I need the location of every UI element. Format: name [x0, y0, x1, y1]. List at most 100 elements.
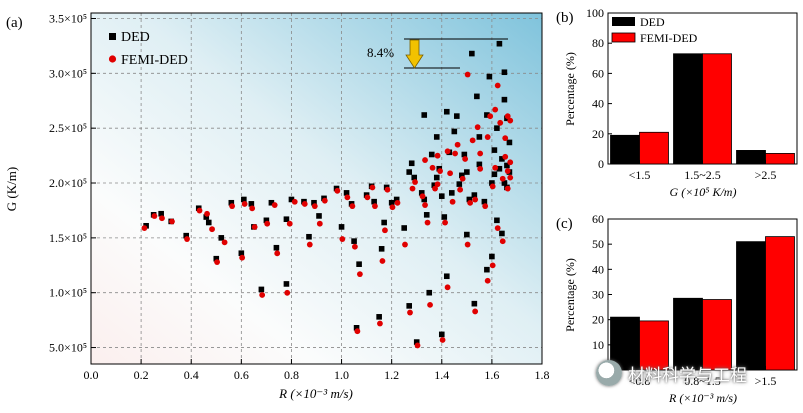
- y-tick-label-b: 0: [598, 157, 604, 171]
- data-point-femi-ded: [422, 157, 428, 163]
- legend: DED FEMI-DED: [108, 30, 188, 68]
- data-point-femi-ded: [344, 194, 351, 201]
- data-point-femi-ded: [447, 170, 453, 177]
- data-point-femi-ded: [369, 184, 376, 191]
- data-point-femi-ded: [507, 117, 514, 124]
- data-point-femi-ded: [499, 175, 506, 182]
- data-point-femi-ded: [209, 226, 215, 233]
- data-point-ded: [499, 156, 505, 162]
- panel-c: 0102030405060 <0.80.8~1.5>1.5 (c) Percen…: [556, 212, 798, 405]
- data-point-femi-ded: [221, 239, 228, 246]
- data-point-ded: [469, 50, 475, 57]
- data-point-femi-ded: [271, 202, 278, 208]
- data-point-ded: [489, 180, 495, 186]
- data-point-ded: [501, 180, 508, 186]
- y-tick-label: 1.0×10⁵: [49, 286, 87, 300]
- bar-ded-b: [610, 134, 640, 165]
- x-tick-label-c: >1.5: [755, 374, 777, 388]
- data-point-femi-ded: [469, 137, 476, 144]
- x-tick-label: 1.2: [384, 368, 399, 382]
- data-point-femi-ded: [412, 179, 418, 185]
- y-tick-label-c: 10: [592, 338, 604, 352]
- bar-femi-ded-c: [765, 236, 795, 371]
- x-tick-label-c: <0.8: [629, 374, 651, 388]
- data-point-femi-ded: [499, 238, 506, 245]
- y-tick-label: 3.5×10⁵: [49, 11, 87, 25]
- data-point-ded: [338, 224, 345, 230]
- x-tick-label: 0.0: [84, 368, 99, 382]
- data-point-ded: [496, 40, 503, 47]
- x-axis-label-b: G (×10⁵ K/m): [670, 185, 737, 199]
- data-point-femi-ded: [444, 148, 451, 155]
- data-point-ded: [504, 162, 510, 169]
- data-point-ded: [228, 199, 235, 206]
- legend-label-femi-ded-b: FEMI-DED: [640, 31, 698, 45]
- data-point-ded: [158, 210, 164, 217]
- data-point-ded: [464, 169, 470, 175]
- x-tick-label: 0.2: [134, 368, 149, 382]
- data-point-ded: [433, 134, 440, 140]
- data-point-femi-ded: [321, 197, 328, 204]
- x-ticks-c: <0.8 0.8~1.5 >1.5: [629, 366, 777, 388]
- legend-swatch-femi-ded: [611, 32, 636, 43]
- plot-area-background: [91, 13, 542, 364]
- data-point-femi-ded: [504, 185, 511, 192]
- data-point-femi-ded: [432, 185, 438, 192]
- x-ticks: 0.0 0.2 0.4 0.6 0.8 1.0 1.2 1.4 1.6 1.8: [84, 359, 550, 382]
- y-tick-label: 3.0×10⁵: [49, 66, 87, 80]
- data-point-femi-ded: [151, 213, 158, 219]
- data-point-femi-ded: [196, 207, 203, 214]
- data-point-ded: [393, 196, 400, 203]
- data-point-ded: [491, 171, 498, 178]
- y-tick-label: 2.0×10⁵: [49, 176, 87, 190]
- y-ticks: 5.0×10⁵ 1.0×10⁵ 1.5×10⁵ 2.0×10⁵ 2.5×10⁵ 3.0×1…: [49, 11, 96, 355]
- y-tick-label-c: 40: [592, 262, 604, 276]
- data-point-femi-ded: [356, 271, 363, 278]
- data-point-femi-ded: [184, 236, 190, 242]
- data-point-femi-ded: [364, 194, 371, 201]
- annotation-8-4-percent: 8.4%: [367, 38, 508, 69]
- data-point-femi-ded: [497, 119, 504, 126]
- x-tick-label: 1.0: [334, 368, 349, 382]
- data-point-ded: [371, 198, 377, 205]
- bars-b: [610, 53, 795, 165]
- data-point-femi-ded: [274, 250, 281, 257]
- data-point-ded: [438, 331, 445, 338]
- data-point-ded: [423, 212, 430, 218]
- data-point-ded: [238, 250, 245, 257]
- data-point-femi-ded: [462, 156, 469, 162]
- data-point-femi-ded: [384, 186, 391, 193]
- data-point-ded: [241, 196, 247, 203]
- data-point-ded: [401, 225, 407, 231]
- legend-swatch-ded: [612, 17, 635, 26]
- y-tick-label: 1.5×10⁵: [49, 231, 87, 245]
- data-point-ded: [351, 238, 357, 244]
- panel-label-a: (a): [6, 15, 23, 31]
- data-point-femi-ded: [286, 220, 293, 227]
- data-point-ded: [464, 231, 470, 238]
- data-point-ded: [491, 147, 498, 153]
- data-point-femi-ded: [442, 219, 448, 226]
- data-point-femi-ded: [422, 202, 428, 208]
- data-point-femi-ded: [214, 259, 220, 265]
- y-axis-label: G (K/m): [4, 167, 19, 211]
- data-point-ded: [451, 128, 458, 135]
- data-point-ded: [471, 300, 478, 307]
- legend-marker-femi-ded: [108, 55, 117, 63]
- data-point-ded: [418, 190, 425, 196]
- data-point-ded: [273, 244, 280, 251]
- data-point-ded: [461, 151, 468, 158]
- data-point-femi-ded: [251, 224, 258, 230]
- y-tick-label-c: 60: [592, 212, 604, 226]
- data-point-ded: [413, 339, 420, 345]
- y-tick-label-b: 60: [592, 66, 604, 80]
- data-point-femi-ded: [351, 243, 358, 250]
- x-tick-label-b: 1.5~2.5: [684, 168, 721, 182]
- watermark-text: 材料科学与工程: [628, 365, 747, 386]
- data-point-femi-ded: [464, 241, 471, 248]
- data-point-femi-ded: [477, 165, 484, 172]
- bar-ded-b: [673, 53, 703, 165]
- legend-label-ded-b: DED: [640, 15, 665, 29]
- data-point-ded: [311, 199, 317, 206]
